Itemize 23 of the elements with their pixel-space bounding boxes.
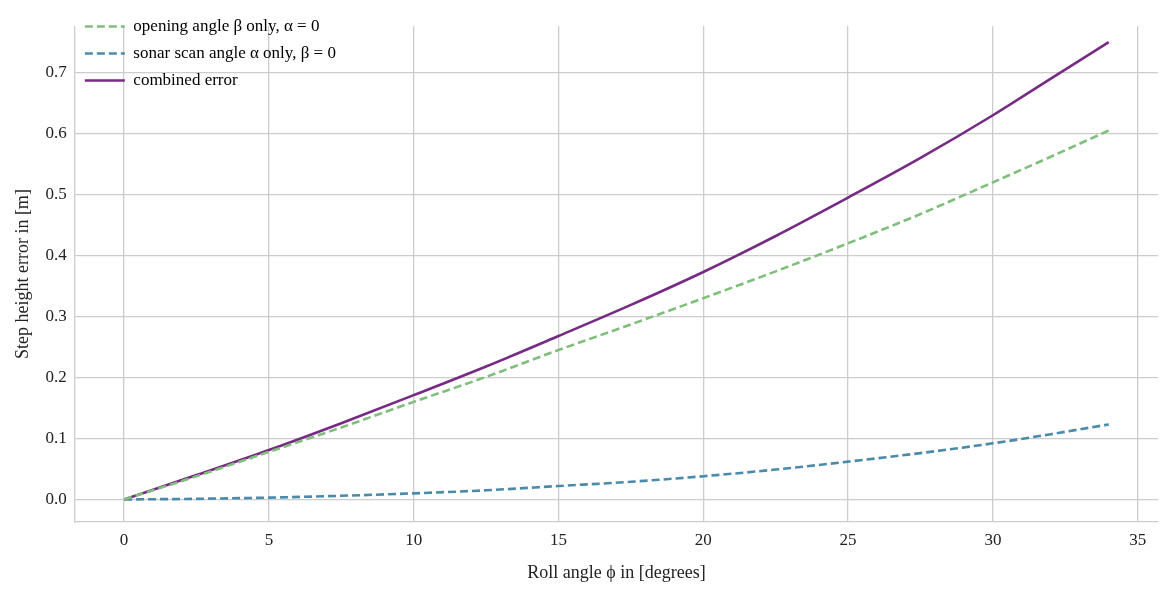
x-axis-title: Roll angle ϕ in [degrees] bbox=[527, 561, 706, 582]
y-tick-label: 0.2 bbox=[45, 366, 67, 386]
y-axis-title: Step height error in [m] bbox=[11, 189, 32, 360]
y-tick-label: 0.4 bbox=[45, 244, 68, 264]
x-tick-label: 10 bbox=[405, 529, 423, 549]
x-tick-label: 20 bbox=[694, 529, 712, 549]
x-tick-label: 25 bbox=[839, 529, 857, 549]
y-tick-label: 0.5 bbox=[45, 183, 67, 203]
line-series bbox=[122, 423, 1111, 501]
y-tick-label: 0.1 bbox=[45, 427, 67, 447]
line-series bbox=[122, 129, 1111, 501]
y-tick-label: 0.3 bbox=[45, 305, 67, 325]
x-tick-label: 15 bbox=[550, 529, 567, 549]
x-tick-label: 0 bbox=[119, 529, 129, 549]
y-tick-label: 0.7 bbox=[45, 62, 68, 82]
x-tick-label: 35 bbox=[1129, 529, 1147, 549]
x-tick-label: 5 bbox=[264, 529, 274, 549]
x-tick-label: 30 bbox=[984, 529, 1002, 549]
legend-label: combined error bbox=[133, 69, 238, 89]
y-tick-label: 0.6 bbox=[45, 123, 67, 142]
legend-label: opening angle β only, α = 0 bbox=[133, 15, 320, 35]
legend-label: sonar scan angle α only, β = 0 bbox=[133, 42, 336, 62]
y-tick-label: 0.0 bbox=[45, 488, 67, 508]
